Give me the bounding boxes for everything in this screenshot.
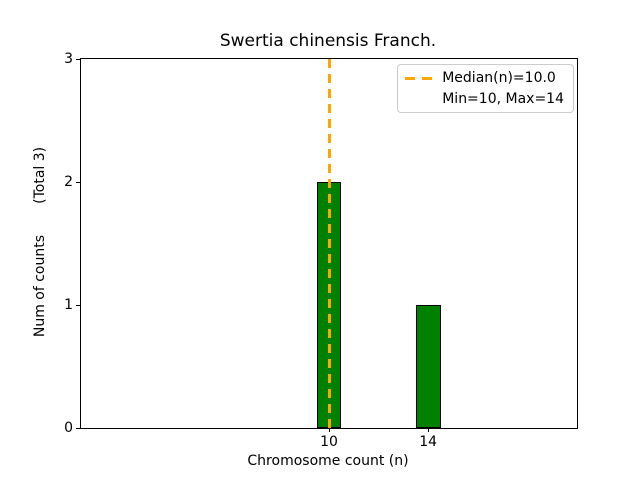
y-tick-2 <box>76 182 80 183</box>
empty-handle-spacer <box>405 98 433 101</box>
legend: Median(n)=10.0 Min=10, Max=14 <box>397 64 574 113</box>
x-axis-label: Chromosome count (n) <box>247 453 409 469</box>
x-tick-label-10: 10 <box>320 434 338 450</box>
legend-label-minmax: Min=10, Max=14 <box>442 91 564 107</box>
chart-title: Swertia chinensis Franch. <box>219 31 437 51</box>
y-axis-label: Num of counts (Total 3) <box>32 146 48 338</box>
legend-label-median: Median(n)=10.0 <box>442 70 556 86</box>
y-tick-1 <box>76 305 80 306</box>
legend-entry-median: Median(n)=10.0 <box>405 68 564 88</box>
plot-area: Median(n)=10.0 Min=10, Max=14 0 1 2 3 10 14 <box>64 51 578 450</box>
x-tick-label-14: 14 <box>419 434 438 450</box>
x-tick-10 <box>329 428 330 432</box>
y-tick-label-0: 0 <box>64 420 73 436</box>
y-tick-0 <box>76 428 80 429</box>
y-tick-3 <box>76 59 80 60</box>
dashed-line-icon <box>405 76 434 80</box>
median-line <box>327 59 331 428</box>
y-tick-label-3: 3 <box>64 51 73 67</box>
y-tick-label-1: 1 <box>64 297 73 313</box>
x-tick-14 <box>428 428 430 432</box>
y-tick-label-2: 2 <box>64 174 73 190</box>
bar-n14 <box>415 305 441 428</box>
legend-entry-minmax: Min=10, Max=14 <box>405 89 564 109</box>
